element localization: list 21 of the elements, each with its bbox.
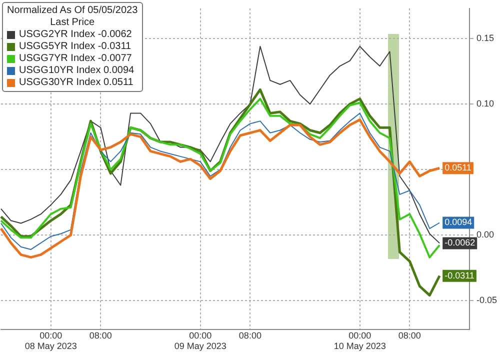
y-tick-label: 0.10 <box>476 98 494 109</box>
x-tick-label: 00:00 08 May 2023 <box>24 330 77 352</box>
data-label: 0.0094 <box>444 217 472 228</box>
data-label: -0.0311 <box>444 270 474 280</box>
data-label: 0.0511 <box>444 162 472 173</box>
legend-label: USGG30YR Index 0.0511 <box>19 77 134 89</box>
y-tick-label: 0.00 <box>476 230 494 240</box>
legend-title: Last Price <box>49 17 96 29</box>
chart-title: Normalized As Of 05/05/2023 <box>7 5 138 17</box>
legend-label: USGG2YR Index -0.0062 <box>19 29 132 41</box>
legend-label: USGG5YR Index -0.0311 <box>19 41 132 53</box>
legend-label: USGG10YR Index 0.0094 <box>19 65 134 77</box>
x-tick-label: 08:00 <box>238 330 262 340</box>
y-tick-label: -0.05 <box>476 295 497 306</box>
x-tick-label: 00:00 10 May 2023 <box>334 330 386 352</box>
x-tick-label: 08:00 <box>89 330 112 340</box>
data-label: -0.0062 <box>444 238 476 248</box>
y-tick-label: 0.15 <box>476 33 494 44</box>
x-tick-label: 08:00 <box>398 330 421 340</box>
x-tick-label: 00:00 09 May 2023 <box>174 330 226 352</box>
legend-label: USGG7YR Index -0.0077 <box>19 53 132 65</box>
